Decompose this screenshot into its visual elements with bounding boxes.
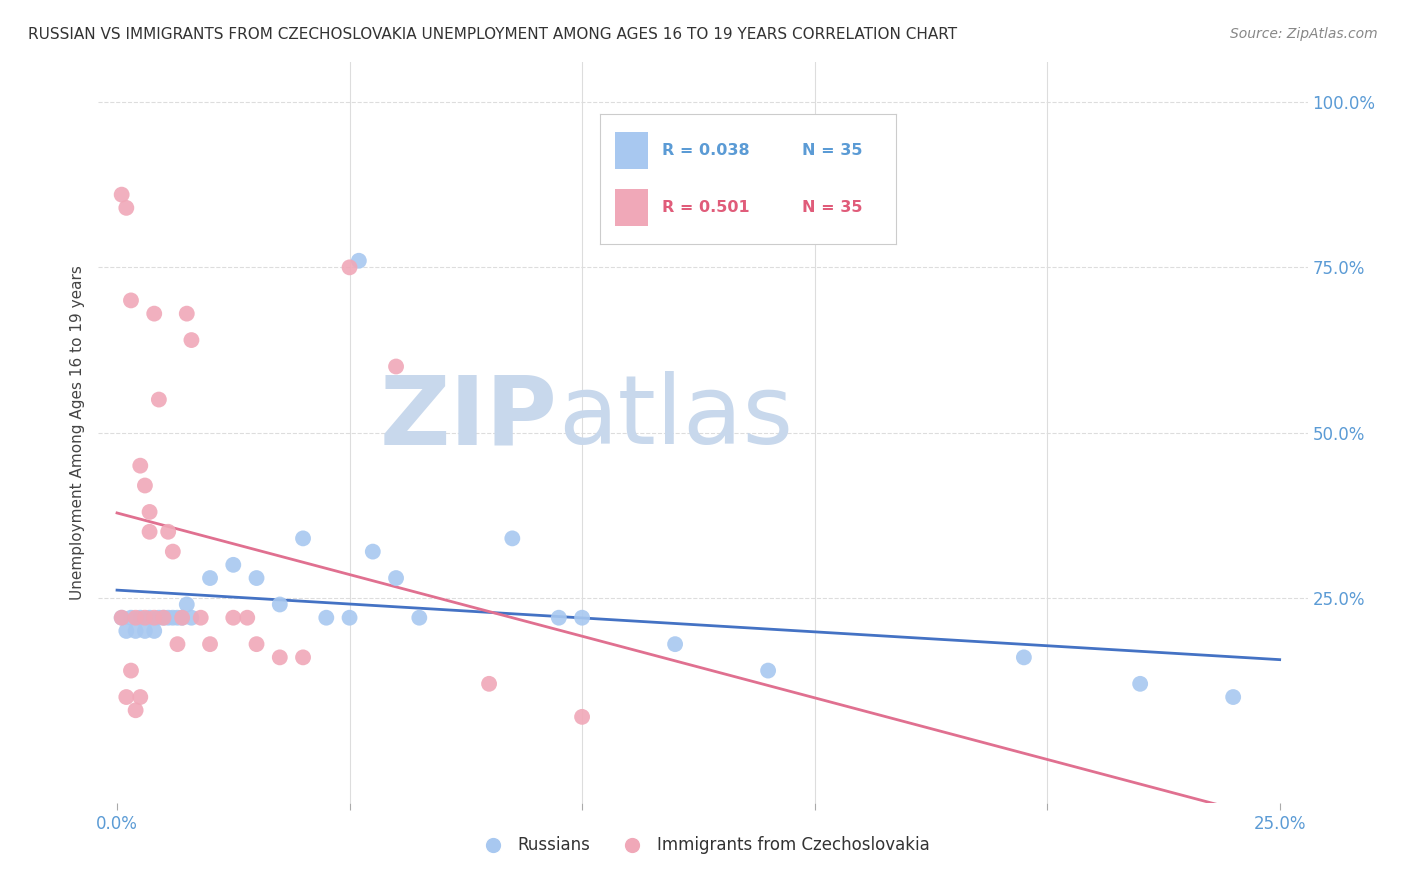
Point xyxy=(162,611,184,625)
Point xyxy=(339,260,361,275)
Point xyxy=(478,677,501,691)
Point xyxy=(176,598,198,612)
Point xyxy=(190,611,212,625)
Point xyxy=(269,598,291,612)
Point xyxy=(124,624,146,638)
Point xyxy=(347,253,370,268)
Point xyxy=(120,611,142,625)
Point xyxy=(129,611,152,625)
Point xyxy=(143,624,166,638)
Text: RUSSIAN VS IMMIGRANTS FROM CZECHOSLOVAKIA UNEMPLOYMENT AMONG AGES 16 TO 19 YEARS: RUSSIAN VS IMMIGRANTS FROM CZECHOSLOVAKI… xyxy=(28,27,957,42)
Text: Source: ZipAtlas.com: Source: ZipAtlas.com xyxy=(1230,27,1378,41)
Point xyxy=(134,624,156,638)
Point xyxy=(222,558,245,572)
Point xyxy=(245,637,267,651)
Text: ZIP: ZIP xyxy=(380,371,558,465)
Point xyxy=(166,611,188,625)
Point xyxy=(571,710,593,724)
Point xyxy=(115,690,138,704)
Point xyxy=(148,392,170,407)
Point xyxy=(115,201,138,215)
Point xyxy=(1129,677,1152,691)
Point xyxy=(115,624,138,638)
Point xyxy=(152,611,174,625)
Point xyxy=(124,611,146,625)
Point xyxy=(111,611,134,625)
Point xyxy=(547,611,569,625)
Point xyxy=(162,544,184,558)
Point xyxy=(756,664,779,678)
Point xyxy=(408,611,430,625)
Point xyxy=(292,650,315,665)
Point xyxy=(292,532,315,546)
Text: atlas: atlas xyxy=(558,371,793,465)
Point xyxy=(157,611,180,625)
Point xyxy=(148,611,170,625)
Point xyxy=(120,293,142,308)
Point xyxy=(501,532,523,546)
Point xyxy=(134,611,156,625)
Point xyxy=(571,611,593,625)
Point xyxy=(222,611,245,625)
Point xyxy=(176,307,198,321)
Point xyxy=(129,690,152,704)
Point xyxy=(152,611,174,625)
Point xyxy=(172,611,194,625)
Point xyxy=(111,187,134,202)
Point xyxy=(339,611,361,625)
Point xyxy=(138,505,160,519)
Point xyxy=(120,664,142,678)
Point xyxy=(129,458,152,473)
Point xyxy=(180,333,202,347)
Point xyxy=(138,524,160,539)
Point xyxy=(385,571,408,585)
Point xyxy=(269,650,291,665)
Point xyxy=(664,637,686,651)
Point xyxy=(111,611,134,625)
Point xyxy=(361,544,384,558)
Legend: Russians, Immigrants from Czechoslovakia: Russians, Immigrants from Czechoslovakia xyxy=(470,830,936,861)
Y-axis label: Unemployment Among Ages 16 to 19 years: Unemployment Among Ages 16 to 19 years xyxy=(70,265,86,600)
Point xyxy=(1012,650,1035,665)
Point xyxy=(1222,690,1244,704)
Point xyxy=(236,611,259,625)
Point xyxy=(198,571,221,585)
Point xyxy=(157,524,180,539)
Point xyxy=(134,478,156,492)
Point xyxy=(124,703,146,717)
Point xyxy=(385,359,408,374)
Point xyxy=(166,637,188,651)
Point xyxy=(172,611,194,625)
Point xyxy=(143,307,166,321)
Point xyxy=(180,611,202,625)
Point xyxy=(198,637,221,651)
Point xyxy=(143,611,166,625)
Point xyxy=(138,611,160,625)
Point xyxy=(245,571,267,585)
Point xyxy=(315,611,337,625)
